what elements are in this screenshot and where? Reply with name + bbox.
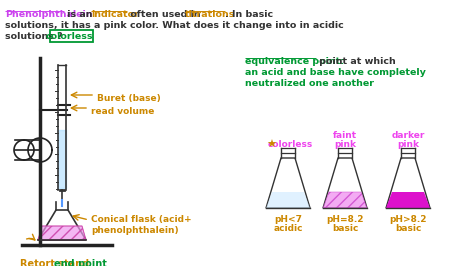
Text: darker: darker xyxy=(392,131,425,140)
Polygon shape xyxy=(323,192,367,208)
Text: ★: ★ xyxy=(266,140,276,150)
Text: Conical flask (acid+: Conical flask (acid+ xyxy=(91,215,191,224)
Text: faint: faint xyxy=(333,131,357,140)
Text: colorless: colorless xyxy=(46,32,93,41)
Text: titrations: titrations xyxy=(185,10,236,19)
Text: basic: basic xyxy=(332,224,358,233)
Text: read volume: read volume xyxy=(91,107,155,116)
Text: pH>8.2: pH>8.2 xyxy=(389,215,427,224)
Text: pink: pink xyxy=(334,140,356,149)
Text: often used in: often used in xyxy=(127,10,203,19)
Text: an acid and base have completely: an acid and base have completely xyxy=(245,68,426,77)
Text: is an: is an xyxy=(64,10,96,19)
Text: Buret (base): Buret (base) xyxy=(97,94,161,103)
Text: neutralized one another: neutralized one another xyxy=(245,79,374,88)
Text: . In basic: . In basic xyxy=(225,10,273,19)
Text: indicator: indicator xyxy=(91,10,139,19)
Text: acidic: acidic xyxy=(273,224,303,233)
Polygon shape xyxy=(38,226,86,240)
Text: Phenolphthalein: Phenolphthalein xyxy=(5,10,92,19)
Polygon shape xyxy=(386,192,430,208)
Text: colorless: colorless xyxy=(267,140,313,149)
Text: basic: basic xyxy=(395,224,421,233)
Text: end point: end point xyxy=(54,259,107,266)
Text: point at which: point at which xyxy=(316,57,395,66)
Text: equivalence point:: equivalence point: xyxy=(245,57,344,66)
Text: solutions ?: solutions ? xyxy=(5,32,66,41)
Text: pH<7: pH<7 xyxy=(274,215,302,224)
Text: pH=8.2: pH=8.2 xyxy=(326,215,364,224)
FancyBboxPatch shape xyxy=(50,30,93,42)
Polygon shape xyxy=(266,192,310,208)
Text: solutions, it has a pink color. What does it change into in acidic: solutions, it has a pink color. What doe… xyxy=(5,21,344,30)
Text: pink: pink xyxy=(397,140,419,149)
Text: phenolphthalein): phenolphthalein) xyxy=(91,226,179,235)
Text: Retort stand: Retort stand xyxy=(20,259,89,266)
